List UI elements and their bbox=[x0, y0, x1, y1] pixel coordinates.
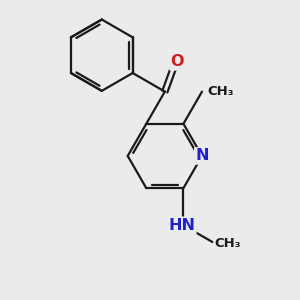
Text: N: N bbox=[195, 148, 209, 164]
Text: CH₃: CH₃ bbox=[207, 85, 234, 98]
Text: O: O bbox=[170, 54, 184, 69]
Text: CH₃: CH₃ bbox=[215, 237, 241, 250]
Text: HN: HN bbox=[169, 218, 196, 233]
